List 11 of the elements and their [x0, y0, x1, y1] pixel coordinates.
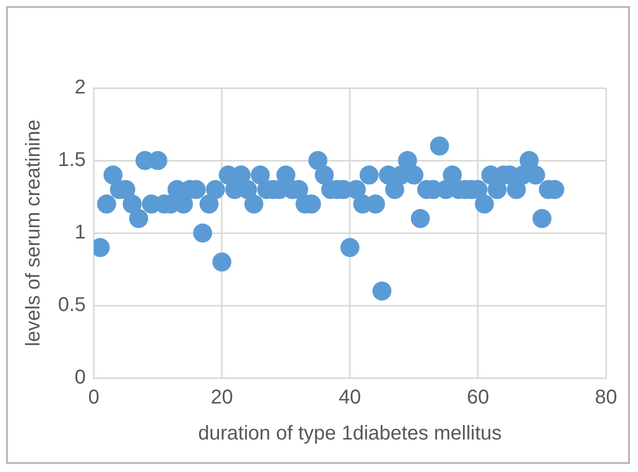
x-tick-label: 60	[466, 386, 490, 409]
y-axis-title: levels of serum creatinine	[22, 120, 45, 346]
y-tick-label: 1.5	[58, 149, 86, 172]
y-tick-label: 1	[74, 222, 86, 244]
y-tick-label: 0.5	[58, 294, 86, 316]
x-tick-label: 20	[210, 386, 233, 409]
x-tick-label: 40	[338, 386, 362, 409]
y-tick-label: 2	[74, 76, 86, 99]
y-tick-label: 0	[74, 366, 86, 389]
x-axis-title: duration of type 1diabetes mellitus	[198, 422, 502, 445]
x-tick-label: 80	[594, 386, 618, 409]
